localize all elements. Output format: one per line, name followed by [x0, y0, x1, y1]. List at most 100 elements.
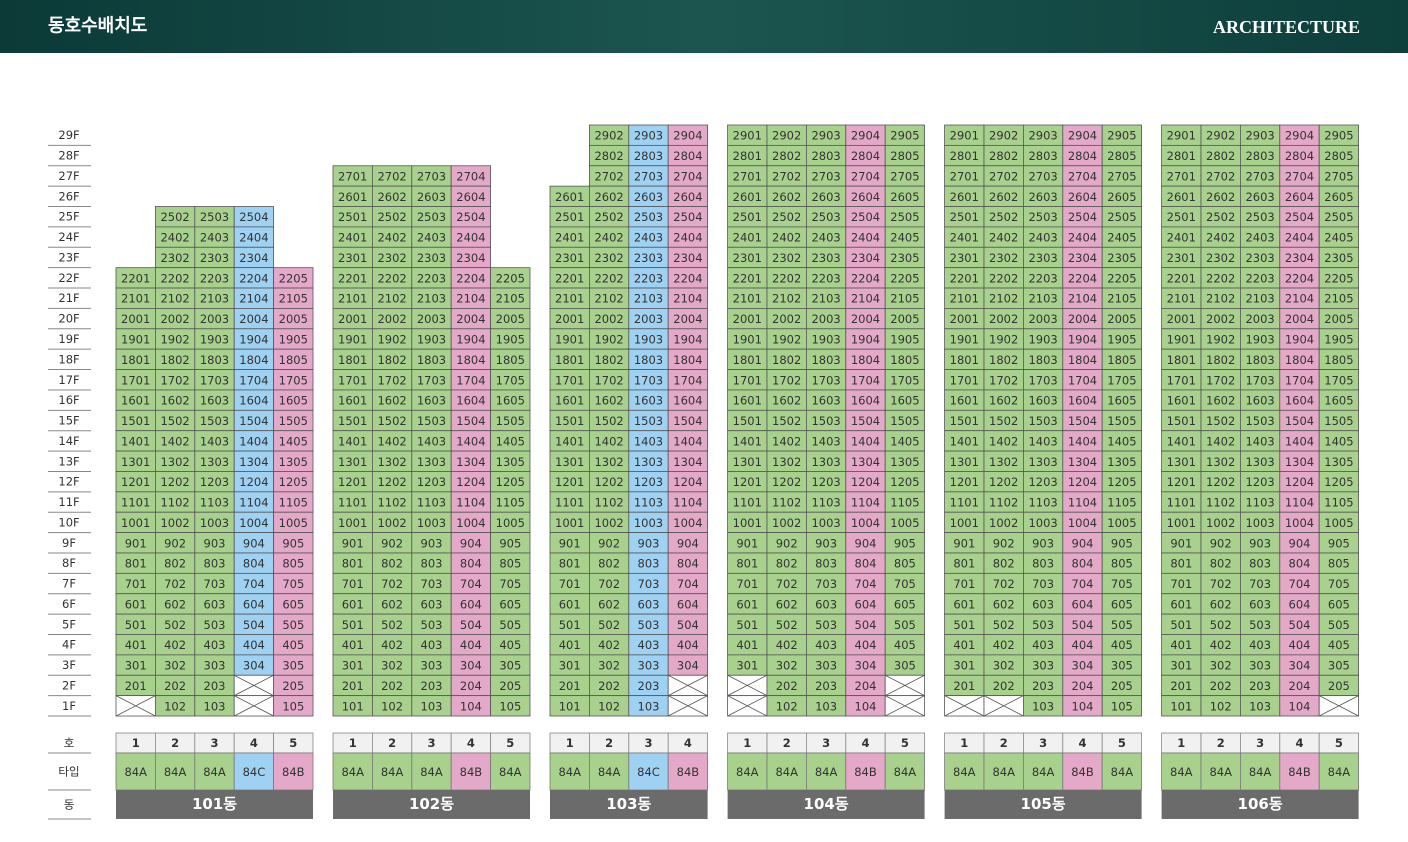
unit-number: 404 — [677, 638, 699, 652]
type-label: 84A — [775, 765, 798, 779]
unit-number: 2905 — [890, 129, 919, 143]
unit-number: 2803 — [1028, 149, 1057, 163]
unit-number: 2001 — [555, 312, 584, 326]
type-label: 84A — [736, 765, 759, 779]
unit-number: 1805 — [1107, 353, 1136, 367]
unit-number: 2301 — [338, 251, 367, 265]
unit-number: 2404 — [673, 231, 702, 245]
unit-number: 1602 — [1206, 394, 1235, 408]
unit-number: 1905 — [890, 332, 919, 346]
unit-number: 2702 — [377, 169, 406, 183]
unit-number: 1705 — [279, 373, 308, 387]
unit-number: 1305 — [1324, 455, 1353, 469]
unit-number: 805 — [1111, 557, 1133, 571]
unit-number: 402 — [776, 638, 798, 652]
type-label: 84B — [854, 765, 877, 779]
unit-number: 1505 — [890, 414, 919, 428]
unit-number: 902 — [381, 536, 403, 550]
type-label: 84A — [815, 765, 838, 779]
type-label: 84B — [282, 765, 305, 779]
unit-number: 2504 — [456, 210, 485, 224]
unit-number: 1804 — [239, 353, 268, 367]
unit-number: 704 — [460, 577, 482, 591]
unit-number: 902 — [164, 536, 186, 550]
unit-number: 905 — [1111, 536, 1133, 550]
unit-number: 602 — [776, 597, 798, 611]
header-subtitle: ARCHITECTURE — [1213, 17, 1360, 37]
unit-number: 2201 — [1167, 271, 1196, 285]
unit-number: 2701 — [1167, 169, 1196, 183]
unit-number: 1002 — [594, 516, 623, 530]
unit-number: 1902 — [989, 332, 1018, 346]
type-cell — [233, 752, 274, 791]
unit-number: 203 — [1249, 679, 1271, 693]
unit-number: 1801 — [555, 353, 584, 367]
unit-number: 501 — [953, 618, 975, 632]
unit-number: 1301 — [733, 455, 762, 469]
header-title: 동호수배치도 — [48, 16, 147, 37]
floor-label: 27F — [58, 169, 79, 183]
unit-number: 2305 — [1107, 251, 1136, 265]
unit-number: 1904 — [456, 332, 485, 346]
unit-number: 2001 — [733, 312, 762, 326]
unit-number: 2904 — [673, 129, 702, 143]
unit-number: 1504 — [1285, 414, 1314, 428]
floor-label: 1F — [62, 699, 76, 713]
type-cell — [983, 752, 1024, 791]
unit-number: 2302 — [160, 251, 189, 265]
unit-number: 1304 — [239, 455, 268, 469]
unit-number: 1104 — [456, 496, 485, 510]
type-cell — [194, 752, 235, 791]
unit-number: 2402 — [377, 231, 406, 245]
unit-number: 1902 — [1206, 332, 1235, 346]
unit-number: 1104 — [239, 496, 268, 510]
unit-number: 305 — [1328, 659, 1350, 673]
unit-number: 105 — [499, 699, 521, 713]
unit-number: 305 — [282, 659, 304, 673]
unit-number: 805 — [282, 557, 304, 571]
unit-number: 1804 — [1068, 353, 1097, 367]
unit-number: 1402 — [594, 434, 623, 448]
unit-number: 2202 — [989, 271, 1018, 285]
unit-number: 2402 — [594, 231, 623, 245]
unit-number: 1505 — [1107, 414, 1136, 428]
unit-number: 1104 — [1285, 496, 1314, 510]
unit-number: 1203 — [200, 475, 229, 489]
unit-number: 2702 — [594, 169, 623, 183]
unit-number: 1501 — [733, 414, 762, 428]
unit-number: 202 — [1210, 679, 1232, 693]
unit-number: 403 — [1032, 638, 1054, 652]
unit-number: 2702 — [989, 169, 1018, 183]
unit-number: 303 — [1032, 659, 1054, 673]
unit-number: 2402 — [772, 231, 801, 245]
type-label: 84A — [1032, 765, 1055, 779]
unit-number: 1105 — [890, 496, 919, 510]
unit-number: 305 — [894, 659, 916, 673]
unit-number: 2901 — [950, 129, 979, 143]
type-label: 84B — [677, 765, 700, 779]
unit-number: 1205 — [279, 475, 308, 489]
unit-number: 1201 — [338, 475, 367, 489]
unit-number: 2502 — [1206, 210, 1235, 224]
unit-number: 1201 — [1167, 475, 1196, 489]
unit-number: 2703 — [634, 169, 663, 183]
unit-number: 402 — [598, 638, 620, 652]
unit-number: 1703 — [634, 373, 663, 387]
unit-number: 1103 — [1245, 496, 1274, 510]
unit-number: 602 — [1210, 597, 1232, 611]
floor-label: 9F — [62, 536, 76, 550]
unit-number: 1803 — [417, 353, 446, 367]
unit-number: 1004 — [239, 516, 268, 530]
unit-number: 2102 — [160, 292, 189, 306]
unit-number: 2701 — [733, 169, 762, 183]
unit-number: 901 — [125, 536, 147, 550]
type-cell — [115, 752, 156, 791]
unit-number: 1801 — [121, 353, 150, 367]
unit-number: 1104 — [1068, 496, 1097, 510]
unit-number: 504 — [1072, 618, 1094, 632]
unit-number: 2302 — [377, 251, 406, 265]
unit-number: 2405 — [1324, 231, 1353, 245]
unit-number: 2802 — [594, 149, 623, 163]
unit-number: 1704 — [456, 373, 485, 387]
unit-number: 103 — [638, 699, 660, 713]
